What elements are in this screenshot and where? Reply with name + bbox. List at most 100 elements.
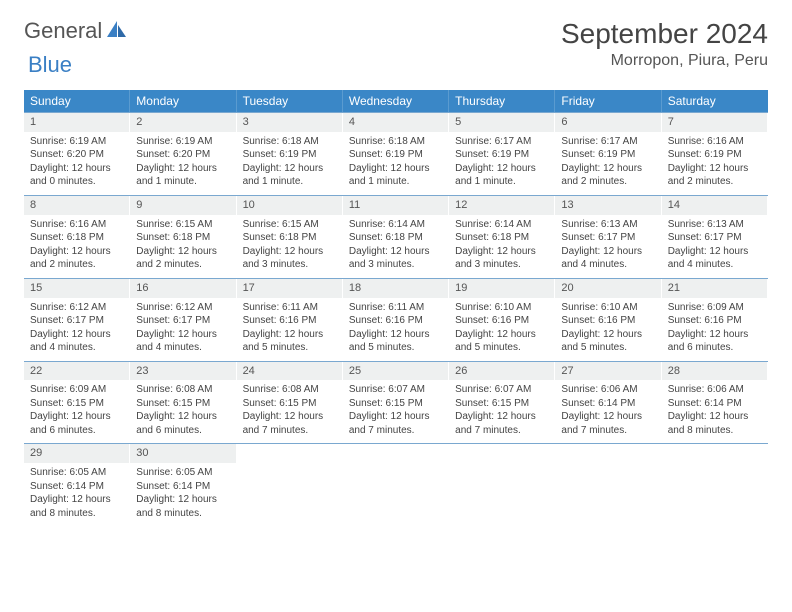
sunrise-line: Sunrise: 6:18 AM (349, 135, 443, 149)
day-number: 29 (24, 444, 130, 463)
day-body: Sunrise: 6:08 AMSunset: 6:15 PMDaylight:… (130, 380, 236, 443)
calendar-day-cell: 26Sunrise: 6:07 AMSunset: 6:15 PMDayligh… (449, 362, 555, 444)
weekday-header: Tuesday (237, 90, 343, 112)
calendar-day-cell: 3Sunrise: 6:18 AMSunset: 6:19 PMDaylight… (237, 113, 343, 195)
day-number: 26 (449, 362, 555, 381)
calendar-day-cell: 11Sunrise: 6:14 AMSunset: 6:18 PMDayligh… (343, 196, 449, 278)
day-body: Sunrise: 6:15 AMSunset: 6:18 PMDaylight:… (130, 215, 236, 278)
sunrise-line: Sunrise: 6:13 AM (561, 218, 655, 232)
calendar-day-cell: 13Sunrise: 6:13 AMSunset: 6:17 PMDayligh… (555, 196, 661, 278)
day-body: Sunrise: 6:13 AMSunset: 6:17 PMDaylight:… (662, 215, 768, 278)
sunrise-line: Sunrise: 6:10 AM (561, 301, 655, 315)
calendar-day-cell: 9Sunrise: 6:15 AMSunset: 6:18 PMDaylight… (130, 196, 236, 278)
daylight-line: Daylight: 12 hours and 3 minutes. (349, 245, 443, 272)
calendar-day-cell: 24Sunrise: 6:08 AMSunset: 6:15 PMDayligh… (237, 362, 343, 444)
calendar-day-cell: 30Sunrise: 6:05 AMSunset: 6:14 PMDayligh… (130, 444, 236, 526)
calendar-day-cell: 17Sunrise: 6:11 AMSunset: 6:16 PMDayligh… (237, 279, 343, 361)
sunset-line: Sunset: 6:14 PM (561, 397, 655, 411)
calendar-day-cell: 21Sunrise: 6:09 AMSunset: 6:16 PMDayligh… (662, 279, 768, 361)
day-body: Sunrise: 6:14 AMSunset: 6:18 PMDaylight:… (343, 215, 449, 278)
daylight-line: Daylight: 12 hours and 7 minutes. (561, 410, 655, 437)
calendar-empty-cell (343, 444, 449, 526)
day-body: Sunrise: 6:11 AMSunset: 6:16 PMDaylight:… (343, 298, 449, 361)
calendar-week-row: 22Sunrise: 6:09 AMSunset: 6:15 PMDayligh… (24, 361, 768, 444)
sunset-line: Sunset: 6:19 PM (455, 148, 549, 162)
sunrise-line: Sunrise: 6:11 AM (243, 301, 337, 315)
sunrise-line: Sunrise: 6:16 AM (668, 135, 762, 149)
sunset-line: Sunset: 6:18 PM (30, 231, 124, 245)
day-body: Sunrise: 6:05 AMSunset: 6:14 PMDaylight:… (130, 463, 236, 526)
day-body: Sunrise: 6:11 AMSunset: 6:16 PMDaylight:… (237, 298, 343, 361)
day-number: 27 (555, 362, 661, 381)
sunrise-line: Sunrise: 6:11 AM (349, 301, 443, 315)
weekday-header: Saturday (662, 90, 768, 112)
day-number: 9 (130, 196, 236, 215)
day-body: Sunrise: 6:07 AMSunset: 6:15 PMDaylight:… (449, 380, 555, 443)
weekday-header: Sunday (24, 90, 130, 112)
day-number: 11 (343, 196, 449, 215)
day-body: Sunrise: 6:07 AMSunset: 6:15 PMDaylight:… (343, 380, 449, 443)
sunset-line: Sunset: 6:15 PM (243, 397, 337, 411)
day-number: 18 (343, 279, 449, 298)
daylight-line: Daylight: 12 hours and 7 minutes. (243, 410, 337, 437)
daylight-line: Daylight: 12 hours and 1 minute. (136, 162, 230, 189)
sunset-line: Sunset: 6:17 PM (561, 231, 655, 245)
daylight-line: Daylight: 12 hours and 7 minutes. (349, 410, 443, 437)
calendar-day-cell: 1Sunrise: 6:19 AMSunset: 6:20 PMDaylight… (24, 113, 130, 195)
day-number: 19 (449, 279, 555, 298)
day-number: 15 (24, 279, 130, 298)
sunset-line: Sunset: 6:14 PM (136, 480, 230, 494)
daylight-line: Daylight: 12 hours and 3 minutes. (243, 245, 337, 272)
day-body: Sunrise: 6:09 AMSunset: 6:16 PMDaylight:… (662, 298, 768, 361)
sunrise-line: Sunrise: 6:14 AM (349, 218, 443, 232)
daylight-line: Daylight: 12 hours and 5 minutes. (561, 328, 655, 355)
daylight-line: Daylight: 12 hours and 5 minutes. (455, 328, 549, 355)
day-number: 25 (343, 362, 449, 381)
day-body: Sunrise: 6:16 AMSunset: 6:18 PMDaylight:… (24, 215, 130, 278)
sunset-line: Sunset: 6:18 PM (243, 231, 337, 245)
day-number: 21 (662, 279, 768, 298)
sunset-line: Sunset: 6:20 PM (30, 148, 124, 162)
daylight-line: Daylight: 12 hours and 6 minutes. (668, 328, 762, 355)
day-body: Sunrise: 6:10 AMSunset: 6:16 PMDaylight:… (555, 298, 661, 361)
day-body: Sunrise: 6:16 AMSunset: 6:19 PMDaylight:… (662, 132, 768, 195)
daylight-line: Daylight: 12 hours and 5 minutes. (243, 328, 337, 355)
day-body: Sunrise: 6:17 AMSunset: 6:19 PMDaylight:… (555, 132, 661, 195)
calendar-day-cell: 15Sunrise: 6:12 AMSunset: 6:17 PMDayligh… (24, 279, 130, 361)
calendar-week-row: 8Sunrise: 6:16 AMSunset: 6:18 PMDaylight… (24, 195, 768, 278)
sunrise-line: Sunrise: 6:06 AM (561, 383, 655, 397)
calendar-day-cell: 7Sunrise: 6:16 AMSunset: 6:19 PMDaylight… (662, 113, 768, 195)
day-body: Sunrise: 6:19 AMSunset: 6:20 PMDaylight:… (130, 132, 236, 195)
day-body: Sunrise: 6:06 AMSunset: 6:14 PMDaylight:… (555, 380, 661, 443)
sunrise-line: Sunrise: 6:09 AM (668, 301, 762, 315)
daylight-line: Daylight: 12 hours and 3 minutes. (455, 245, 549, 272)
calendar-day-cell: 16Sunrise: 6:12 AMSunset: 6:17 PMDayligh… (130, 279, 236, 361)
sunset-line: Sunset: 6:14 PM (668, 397, 762, 411)
daylight-line: Daylight: 12 hours and 0 minutes. (30, 162, 124, 189)
daylight-line: Daylight: 12 hours and 7 minutes. (455, 410, 549, 437)
day-number: 7 (662, 113, 768, 132)
sunset-line: Sunset: 6:18 PM (455, 231, 549, 245)
calendar-day-cell: 23Sunrise: 6:08 AMSunset: 6:15 PMDayligh… (130, 362, 236, 444)
day-number: 10 (237, 196, 343, 215)
calendar-day-cell: 2Sunrise: 6:19 AMSunset: 6:20 PMDaylight… (130, 113, 236, 195)
calendar-empty-cell (662, 444, 768, 526)
day-number: 22 (24, 362, 130, 381)
calendar-day-cell: 5Sunrise: 6:17 AMSunset: 6:19 PMDaylight… (449, 113, 555, 195)
sunset-line: Sunset: 6:15 PM (455, 397, 549, 411)
daylight-line: Daylight: 12 hours and 2 minutes. (668, 162, 762, 189)
sunset-line: Sunset: 6:15 PM (136, 397, 230, 411)
sunset-line: Sunset: 6:16 PM (349, 314, 443, 328)
day-number: 1 (24, 113, 130, 132)
day-number: 6 (555, 113, 661, 132)
daylight-line: Daylight: 12 hours and 8 minutes. (668, 410, 762, 437)
sunset-line: Sunset: 6:17 PM (668, 231, 762, 245)
day-number: 8 (24, 196, 130, 215)
calendar: Sunday Monday Tuesday Wednesday Thursday… (24, 90, 768, 526)
calendar-week-row: 1Sunrise: 6:19 AMSunset: 6:20 PMDaylight… (24, 112, 768, 195)
calendar-body: 1Sunrise: 6:19 AMSunset: 6:20 PMDaylight… (24, 112, 768, 526)
calendar-day-cell: 10Sunrise: 6:15 AMSunset: 6:18 PMDayligh… (237, 196, 343, 278)
calendar-day-cell: 25Sunrise: 6:07 AMSunset: 6:15 PMDayligh… (343, 362, 449, 444)
calendar-day-cell: 14Sunrise: 6:13 AMSunset: 6:17 PMDayligh… (662, 196, 768, 278)
calendar-day-cell: 12Sunrise: 6:14 AMSunset: 6:18 PMDayligh… (449, 196, 555, 278)
